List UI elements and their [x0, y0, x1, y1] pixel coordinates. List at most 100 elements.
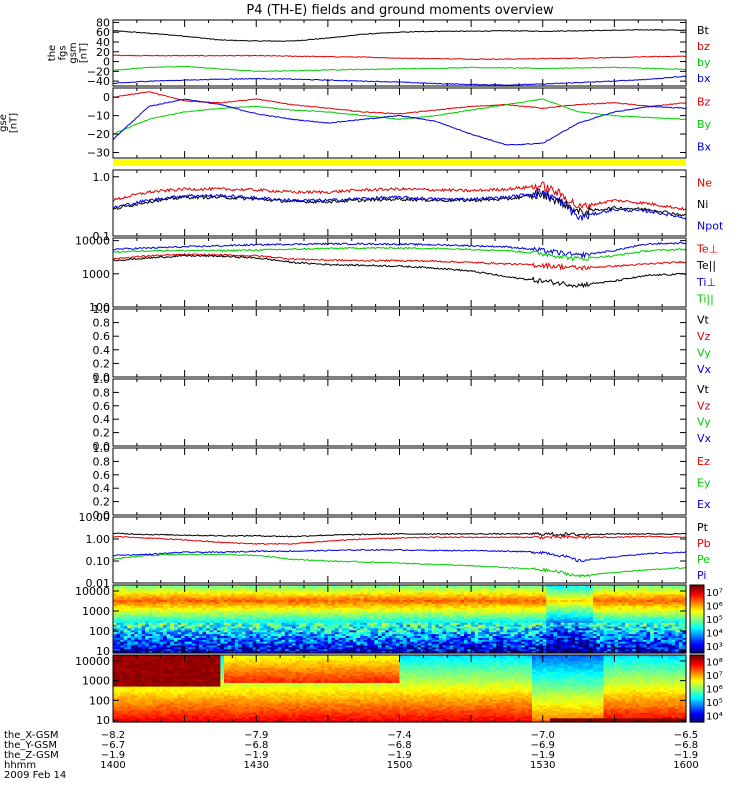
- spectrogram-cell: [116, 620, 121, 624]
- spectrogram-cell: [120, 639, 125, 643]
- spectrogram-cell: [331, 619, 336, 622]
- spectrogram-cell: [148, 613, 153, 616]
- spectrogram-cell: [496, 626, 501, 630]
- spectrogram-cell: [410, 600, 415, 603]
- spectrogram-cell: [156, 615, 161, 618]
- spectrogram-cell: [485, 628, 490, 631]
- spectrogram-cell: [317, 605, 322, 609]
- spectrogram-cell: [524, 613, 529, 616]
- spectrogram-cell: [421, 602, 426, 605]
- spectrogram-cell: [467, 607, 472, 611]
- spectrogram-cell: [406, 647, 411, 650]
- spectrogram-cell: [410, 615, 415, 618]
- spectrogram-cell: [324, 594, 329, 597]
- spectrogram-cell: [227, 643, 232, 647]
- spectrogram-cell: [259, 603, 264, 607]
- spectrogram-cell: [209, 649, 214, 652]
- spectrogram-cell: [496, 632, 501, 635]
- spectrogram-cell: [514, 639, 519, 643]
- spectrogram-cell: [528, 613, 533, 616]
- spectrogram-cell: [148, 639, 153, 643]
- spectrogram-cell: [310, 624, 315, 628]
- spectrogram-cell: [481, 605, 487, 609]
- spectrogram-cell: [116, 605, 121, 609]
- spectrogram-cell: [123, 624, 128, 628]
- spectrogram-cell: [156, 632, 161, 635]
- spectrogram-cell: [127, 622, 132, 626]
- spectrogram-cell: [195, 607, 200, 611]
- spectrogram-cell: [532, 605, 537, 609]
- spectrogram-cell: [184, 630, 189, 633]
- spectrogram-cell: [496, 615, 501, 618]
- spectrogram-cell: [496, 647, 501, 650]
- spectrogram-cell: [392, 641, 397, 645]
- spectrogram-cell: [517, 636, 522, 639]
- spectrogram-cell: [360, 636, 365, 639]
- series-Pb: [113, 534, 686, 546]
- spectrogram-cell: [249, 592, 254, 596]
- spectrogram-cell: [138, 598, 143, 601]
- spectrogram-cell: [499, 609, 504, 613]
- spectrogram-cell: [202, 649, 207, 652]
- legend-3-item: Ti||: [696, 293, 714, 306]
- spectrogram-cell: [517, 641, 522, 645]
- spectrogram-cell: [227, 619, 232, 622]
- spectrogram-cell: [363, 628, 368, 631]
- spectrogram-cell: [220, 594, 225, 597]
- spectrogram-cell: [249, 596, 254, 599]
- spectrogram-cell: [342, 647, 347, 650]
- spectrogram-cell: [256, 641, 261, 645]
- spectrogram-cell: [198, 636, 204, 639]
- spectrogram-cell: [392, 617, 397, 620]
- spectrogram-cell: [152, 588, 157, 592]
- spectrogram-cell: [152, 603, 157, 607]
- spectrogram-cell: [421, 586, 426, 590]
- spectrogram-cell: [152, 598, 157, 601]
- spectrogram-cell: [442, 628, 447, 631]
- spectrogram-cell: [342, 617, 347, 620]
- spectrogram-cell: [474, 620, 479, 624]
- spectrogram-cell: [263, 615, 268, 618]
- spectrogram-cell: [367, 592, 372, 596]
- spectrogram-cell: [123, 630, 128, 633]
- spectrogram-cell: [234, 590, 239, 594]
- spectrogram-cell: [535, 628, 540, 631]
- spectrogram-cell: [514, 634, 519, 637]
- spectrogram-cell: [428, 585, 433, 588]
- spectrogram-cell: [460, 600, 465, 603]
- spectrogram-cell: [181, 603, 186, 607]
- spectrogram-cell: [421, 626, 426, 630]
- spectrogram-cell: [277, 607, 282, 611]
- spectrogram-cell: [403, 596, 408, 599]
- spectrogram-cell: [514, 624, 519, 628]
- spectrogram-cell: [306, 639, 311, 643]
- spectrogram-cell: [227, 649, 232, 652]
- spectrogram-cell: [388, 586, 393, 590]
- spectrogram-cell: [385, 626, 390, 630]
- spectrogram-cell: [399, 639, 404, 643]
- spectrogram-cell: [166, 626, 171, 630]
- spectrogram-cell: [170, 602, 175, 605]
- spectrogram-cell: [148, 641, 153, 645]
- spectrogram-cell: [478, 600, 483, 603]
- spectrogram-cell: [442, 636, 447, 639]
- spectrogram-cell: [467, 624, 472, 628]
- spectrogram-cell: [224, 649, 229, 652]
- spectrogram-cell: [166, 634, 171, 637]
- spectrogram-cell: [356, 609, 361, 613]
- spectrogram-cell: [202, 624, 207, 628]
- spectrogram-cell: [388, 624, 393, 628]
- spectrogram-cell: [295, 624, 300, 628]
- spectrogram-cell: [374, 636, 379, 639]
- spectrogram-cell: [181, 651, 186, 654]
- spectrogram-cell: [542, 613, 547, 616]
- spectrogram-cell: [310, 588, 315, 592]
- spectrogram-cell: [489, 634, 494, 637]
- spectrogram-cell: [352, 617, 358, 620]
- spectrogram-cell: [388, 641, 393, 645]
- spectrogram-cell: [145, 624, 150, 628]
- spectrogram-cell: [517, 585, 522, 588]
- spectrogram-cell: [138, 611, 143, 614]
- spectrogram-cell: [499, 600, 504, 603]
- spectrogram-cell: [202, 609, 207, 613]
